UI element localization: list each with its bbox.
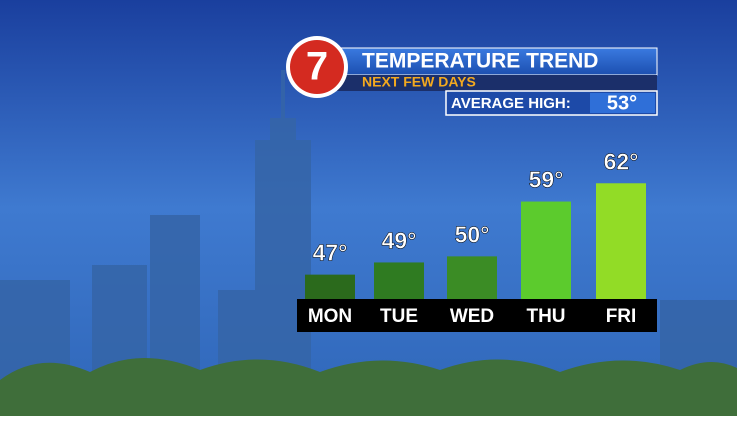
average-label: AVERAGE HIGH: [451,95,571,112]
x-tick-label: FRI [606,306,637,327]
x-tick-label: TUE [380,306,418,327]
value-label: 62° [604,148,639,174]
x-tick-label: WED [450,306,494,327]
value-label: 59° [529,167,564,193]
bar [305,274,355,299]
average-value: 53° [607,92,637,114]
bar [374,262,424,299]
trees [0,357,737,416]
logo-text: 7 [306,45,328,89]
skyline [0,70,737,385]
bar [596,183,646,299]
chart-subtitle: NEXT FEW DAYS [362,74,476,90]
chart-title: TEMPERATURE TREND [362,50,598,73]
value-label: 47° [313,240,348,266]
logo [290,40,344,94]
bar [447,256,497,299]
x-tick-label: MON [308,306,352,327]
value-label: 50° [455,221,490,247]
average-value-box [590,93,655,113]
subtitle-bar [337,75,657,91]
bar [521,201,571,299]
label-strip [297,299,657,332]
x-tick-label: THU [526,306,565,327]
value-label: 49° [382,228,417,254]
